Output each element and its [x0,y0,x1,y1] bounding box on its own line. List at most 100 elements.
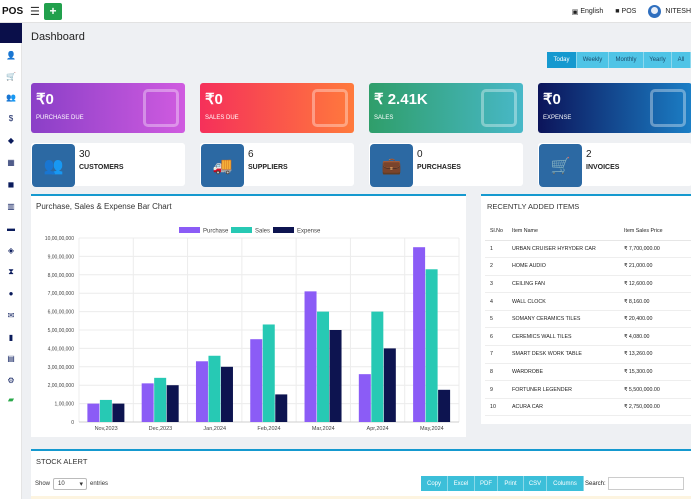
y-tick-label: 1,00,000 [55,402,75,408]
users-icon[interactable]: 👥 [6,93,16,102]
bar-purchase [304,291,317,422]
gears-icon[interactable]: ⚙ [7,376,15,385]
table-row: 8 WARDROBE ₹ 15,300.00 [485,363,691,382]
bar-sales [208,355,221,422]
cart-icon[interactable]: 🛒 [6,72,16,81]
entries-select[interactable]: 10 [53,478,88,490]
table-row: 5 SOMANY CERAMICS TILES ₹ 20,400.00 [485,310,691,329]
hourglass-icon[interactable]: ⧗ [8,267,14,276]
language-selector[interactable]: ▣ English [572,8,604,16]
col-header-slno: Sl.No [485,222,507,241]
pos-label: POS [621,8,637,15]
pos-link[interactable]: ■ POS [615,8,636,15]
search-input[interactable] [607,477,684,490]
col-header-price: Item Sales Price [619,222,691,241]
suppliers-card[interactable]: 🚚 6 SUPPLIERS [200,143,354,187]
building-icon[interactable]: ▥ [7,202,15,211]
y-tick-label: 2,00,00,000 [48,383,75,389]
purchases-label: PURCHASES [417,164,461,171]
box-icon[interactable]: ◼ [7,180,15,189]
cell-item-name: WALL CLOCK [507,292,619,311]
y-tick-label: 7,00,00,000 [48,291,75,297]
invoices-count: 2 [586,149,592,160]
purchase-due-label: PURCHASE DUE [36,115,84,121]
legend-label-expense: Expense [297,229,321,235]
x-tick-label: May,2024 [420,426,444,432]
mail-icon[interactable]: ✉ [7,311,15,320]
excel-button[interactable]: Excel [448,476,475,491]
language-label: English [580,8,604,15]
csv-button[interactable]: CSV [524,476,547,491]
menu-icon[interactable]: ☰ [30,5,40,18]
sales-due-label: SALES DUE [205,115,239,121]
minus-square-icon [650,89,686,127]
bar-sales [371,311,384,422]
calculator-icon[interactable]: ▤ [7,354,15,363]
brand-logo[interactable]: POS [2,5,24,17]
customers-label: CUSTOMERS [79,164,124,171]
print-button[interactable]: Print [498,476,524,491]
bar-sales [425,269,438,422]
table-row: 1 URBAN CRUISER HYRYDER CAR ₹ 7,700,000.00 [485,240,691,259]
bar-purchase [358,374,371,422]
bar-expense [383,348,396,422]
expense-card[interactable]: ₹0 EXPENSE [538,83,691,133]
period-yearly-button[interactable]: Yearly [644,52,672,68]
table-row: 9 FORTUNER LEGENDER ₹ 5,500,000.00 [485,380,691,399]
tags-icon[interactable]: ◆ [7,136,15,145]
cubes-icon[interactable]: ◈ [7,246,15,255]
circle-icon[interactable]: ● [8,289,14,298]
table-row: 10 ACURA CAR ₹ 2,750,000.00 [485,398,691,417]
bar-purchase [141,383,154,422]
recent-items-panel: RECENTLY ADDED ITEMS Sl.No Item Name Ite… [481,194,691,424]
cell-slno: 3 [485,275,507,294]
x-tick-label: Mar,2024 [312,426,335,432]
calendar-icon[interactable]: ▦ [7,158,15,167]
cell-item-name: FORTUNER LEGENDER [507,380,619,399]
chart-icon[interactable]: ▮ [8,333,14,342]
pdf-button[interactable]: PDF [475,476,498,491]
columns-button[interactable]: Columns [547,476,584,491]
bar-sales [317,311,330,422]
period-weekly-button[interactable]: Weekly [577,52,609,68]
user-menu[interactable]: NITESH [648,5,691,18]
avatar [648,5,662,18]
truck-icon[interactable]: ▬ [7,224,15,233]
table-header-row: Sl.No Item Name Item Sales Price [485,222,691,241]
invoices-card[interactable]: 🛒 2 INVOICES [538,143,691,187]
sales-due-amount: ₹0 [205,91,223,108]
user-plus-icon[interactable]: 👤 [6,51,16,60]
sidebar-item-dashboard[interactable] [0,23,22,43]
cell-slno: 7 [485,345,507,364]
cell-item-name: HOME AUDIO [507,257,619,276]
period-monthly-button[interactable]: Monthly [609,52,644,68]
sales-label: SALES [374,115,394,121]
book-icon[interactable]: ▰ [7,395,15,404]
purchase-due-card[interactable]: ₹0 PURCHASE DUE [31,83,185,133]
cell-item-name: SOMANY CERAMICS TILES [507,310,619,329]
y-tick-label: 8,00,00,000 [48,273,75,279]
bar-expense [166,385,179,422]
table-search: Search: [585,477,684,490]
x-tick-label: Dec,2023 [149,426,173,432]
customers-card[interactable]: 👥 30 CUSTOMERS [31,143,185,187]
col-header-item-name: Item Name [507,222,619,241]
expense-amount: ₹0 [543,91,561,108]
cell-price: ₹ 4,080.00 [619,327,691,347]
export-buttons: Copy Excel PDF Print CSV Columns [421,476,584,491]
copy-button[interactable]: Copy [421,476,448,491]
table-row: 7 SMART DESK WORK TABLE ₹ 13,260.00 [485,345,691,364]
sales-card[interactable]: ₹ 2.41K SALES [369,83,523,133]
purchases-card[interactable]: 💼 0 PURCHASES [369,143,523,187]
period-today-button[interactable]: Today [547,52,577,68]
period-all-button[interactable]: All [672,52,691,68]
recent-items-table: Sl.No Item Name Item Sales Price 1 URBAN … [485,222,691,417]
sales-amount: ₹ 2.41K [374,91,428,108]
legend-label-purchase: Purchase [203,229,229,235]
dollar-icon[interactable]: $ [8,114,14,123]
chart-title: Purchase, Sales & Expense Bar Chart [36,202,172,211]
sales-due-card[interactable]: ₹0 SALES DUE [200,83,354,133]
y-tick-label: 10,00,00,000 [45,236,74,242]
add-new-button[interactable]: + [44,2,62,20]
cell-item-name: WARDROBE [507,363,619,382]
